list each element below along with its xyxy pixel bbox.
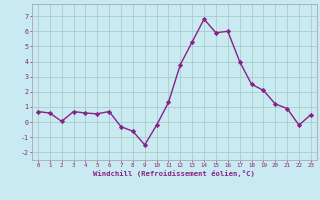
- X-axis label: Windchill (Refroidissement éolien,°C): Windchill (Refroidissement éolien,°C): [93, 170, 255, 177]
